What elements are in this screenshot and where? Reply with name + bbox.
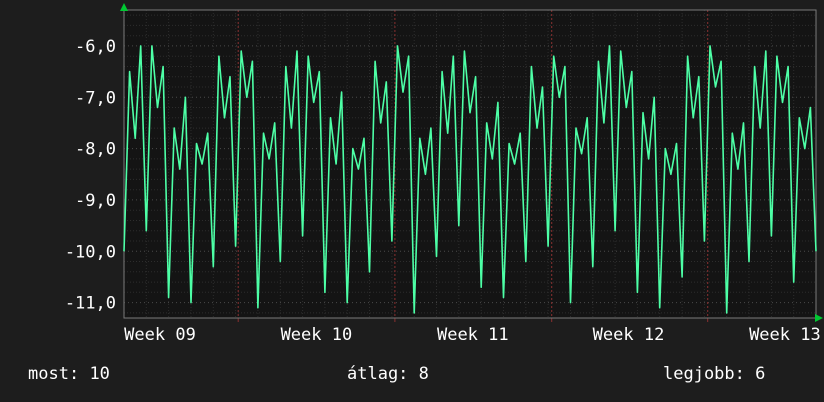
y-tick-label: -7,0 xyxy=(75,88,116,108)
plot-border xyxy=(123,9,817,319)
x-tick-label: Week 13 xyxy=(749,325,821,345)
stat-current-label: most: xyxy=(28,364,80,384)
series-line xyxy=(123,45,817,314)
y-tick-label: -10,0 xyxy=(65,242,116,262)
stat-average: átlag: 8 xyxy=(347,364,429,384)
x-tick-label: Week 11 xyxy=(437,325,509,345)
stat-best: legjobb: 6 xyxy=(663,364,765,384)
stat-average-label: átlag: xyxy=(347,364,409,384)
y-tick-label: -11,0 xyxy=(65,294,116,314)
stat-current: most: 10 xyxy=(28,364,110,384)
y-tick-label: -9,0 xyxy=(75,191,116,211)
y-axis-arrow xyxy=(120,3,128,11)
stat-average-value: 8 xyxy=(418,364,429,384)
stat-best-value: 6 xyxy=(755,364,766,384)
y-tick-label: -8,0 xyxy=(75,140,116,160)
plot-area xyxy=(124,10,816,318)
x-tick-label: Week 12 xyxy=(593,325,665,345)
x-tick-label: Week 09 xyxy=(124,325,196,345)
x-axis-arrow xyxy=(815,314,823,322)
x-tick-label: Week 10 xyxy=(281,325,353,345)
stat-current-value: 10 xyxy=(89,364,110,384)
stat-best-label: legjobb: xyxy=(663,364,745,384)
y-tick-label: -6,0 xyxy=(75,37,116,57)
